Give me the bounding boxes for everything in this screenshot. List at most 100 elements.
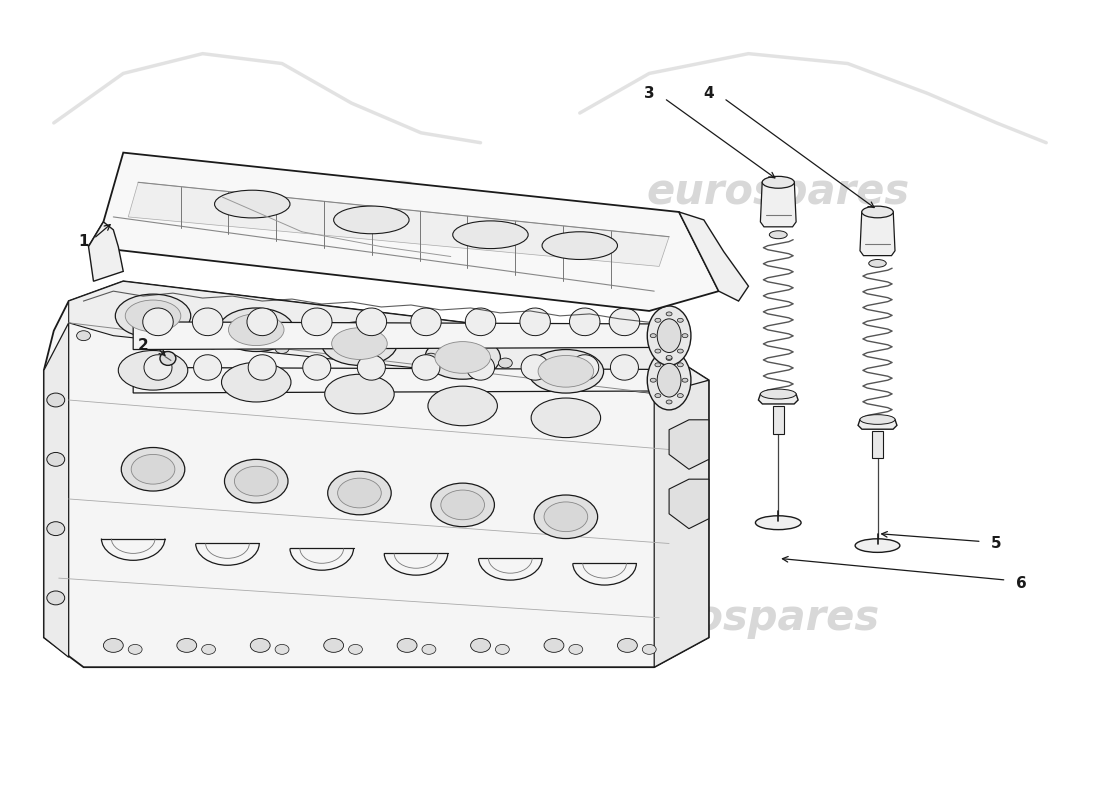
Polygon shape [760, 182, 796, 227]
Polygon shape [44, 282, 708, 667]
Ellipse shape [328, 471, 392, 514]
Ellipse shape [219, 308, 294, 351]
Polygon shape [129, 182, 669, 266]
Polygon shape [466, 354, 495, 380]
Text: 2: 2 [138, 338, 148, 353]
Polygon shape [410, 308, 441, 336]
Ellipse shape [275, 645, 289, 654]
Ellipse shape [47, 393, 65, 407]
Ellipse shape [654, 318, 661, 322]
Ellipse shape [221, 362, 292, 402]
Ellipse shape [275, 343, 289, 354]
Polygon shape [654, 380, 708, 667]
Ellipse shape [769, 230, 788, 238]
Ellipse shape [131, 454, 175, 484]
Polygon shape [143, 308, 174, 336]
Polygon shape [133, 322, 649, 350]
Ellipse shape [667, 357, 672, 361]
Ellipse shape [229, 314, 284, 346]
Polygon shape [521, 354, 549, 380]
Ellipse shape [125, 300, 180, 332]
Ellipse shape [103, 638, 123, 652]
Ellipse shape [422, 645, 436, 654]
Ellipse shape [177, 638, 197, 652]
Polygon shape [358, 354, 385, 380]
Ellipse shape [350, 349, 363, 358]
Polygon shape [44, 323, 68, 658]
Polygon shape [302, 354, 331, 380]
Text: eurospares: eurospares [151, 171, 414, 213]
Text: 4: 4 [704, 86, 714, 101]
Ellipse shape [453, 221, 528, 249]
Ellipse shape [657, 319, 681, 353]
Ellipse shape [642, 645, 657, 654]
Ellipse shape [617, 638, 637, 652]
Polygon shape [773, 406, 783, 434]
Ellipse shape [338, 478, 382, 508]
Text: 1: 1 [78, 234, 89, 249]
Ellipse shape [434, 342, 491, 374]
Ellipse shape [654, 394, 661, 398]
Ellipse shape [47, 522, 65, 535]
Ellipse shape [206, 339, 220, 349]
Polygon shape [872, 431, 883, 458]
Ellipse shape [424, 354, 438, 363]
Ellipse shape [654, 363, 661, 366]
Ellipse shape [77, 330, 90, 341]
Ellipse shape [654, 349, 661, 353]
Ellipse shape [136, 334, 150, 345]
Ellipse shape [333, 206, 409, 234]
Ellipse shape [869, 259, 887, 267]
Ellipse shape [47, 591, 65, 605]
Ellipse shape [121, 447, 185, 491]
Ellipse shape [544, 638, 564, 652]
Ellipse shape [682, 378, 688, 382]
Polygon shape [68, 282, 708, 395]
Polygon shape [669, 420, 708, 470]
Ellipse shape [568, 362, 582, 373]
Ellipse shape [861, 206, 893, 218]
Ellipse shape [682, 334, 688, 338]
Ellipse shape [119, 350, 188, 390]
Ellipse shape [441, 490, 484, 520]
Polygon shape [520, 308, 550, 336]
Ellipse shape [251, 638, 271, 652]
Ellipse shape [678, 349, 683, 353]
Ellipse shape [224, 459, 288, 503]
Polygon shape [669, 479, 708, 529]
Ellipse shape [201, 645, 216, 654]
Ellipse shape [667, 355, 672, 359]
Polygon shape [249, 354, 276, 380]
Ellipse shape [397, 638, 417, 652]
Ellipse shape [544, 502, 587, 532]
Polygon shape [192, 308, 223, 336]
Polygon shape [679, 212, 748, 301]
Ellipse shape [431, 483, 494, 526]
Ellipse shape [324, 374, 394, 414]
Polygon shape [609, 308, 640, 336]
Ellipse shape [538, 355, 594, 387]
Ellipse shape [647, 306, 691, 366]
Ellipse shape [542, 232, 617, 259]
Ellipse shape [471, 638, 491, 652]
Ellipse shape [234, 466, 278, 496]
Text: eurospares: eurospares [647, 171, 910, 213]
Polygon shape [570, 308, 600, 336]
Ellipse shape [657, 363, 681, 397]
Ellipse shape [569, 645, 583, 654]
Ellipse shape [528, 350, 604, 393]
Ellipse shape [116, 294, 190, 338]
Ellipse shape [678, 363, 683, 366]
Ellipse shape [531, 398, 601, 438]
Ellipse shape [129, 645, 142, 654]
Ellipse shape [160, 351, 176, 366]
Text: eurospares: eurospares [91, 597, 354, 638]
Polygon shape [144, 354, 172, 380]
Ellipse shape [650, 378, 657, 382]
Ellipse shape [762, 176, 794, 188]
Polygon shape [133, 367, 649, 393]
Ellipse shape [678, 394, 683, 398]
Ellipse shape [47, 453, 65, 466]
Polygon shape [465, 308, 496, 336]
Polygon shape [610, 354, 638, 380]
